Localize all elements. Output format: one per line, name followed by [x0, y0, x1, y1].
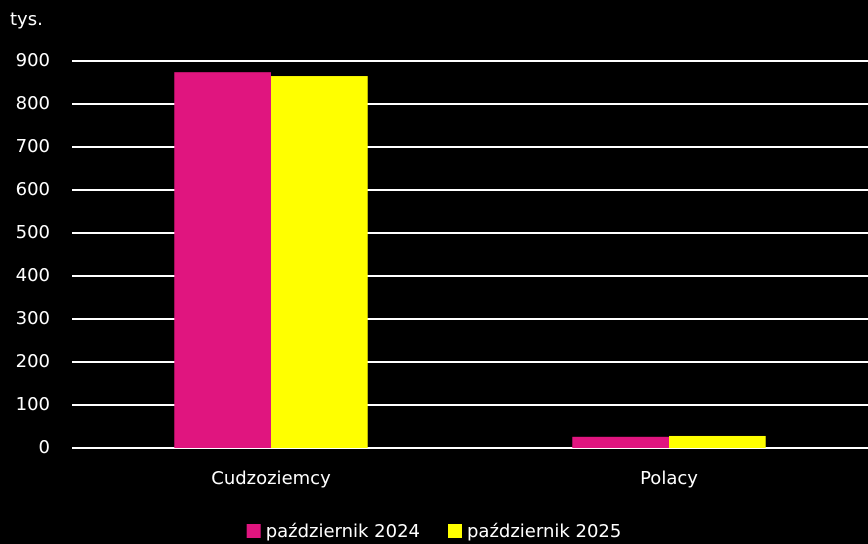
y-tick-label: 100 [16, 394, 50, 415]
bar [174, 72, 271, 449]
y-tick-label: 0 [39, 437, 50, 458]
x-tick-label: Cudzoziemcy [211, 468, 331, 489]
bar [572, 436, 669, 448]
y-tick-label: 400 [16, 265, 50, 286]
y-axis-label: tys. [10, 9, 43, 30]
legend-item: październik 2025 [448, 521, 621, 542]
legend-item: październik 2024 [246, 521, 420, 542]
y-tick-label: 600 [16, 179, 50, 200]
legend-swatch [246, 524, 261, 538]
y-tick-label: 300 [16, 308, 50, 329]
bar [669, 435, 766, 448]
bar [271, 76, 368, 449]
y-tick-label: 800 [16, 93, 50, 114]
y-tick-label: 200 [16, 351, 50, 372]
legend-label: październik 2024 [266, 521, 420, 542]
y-tick-label: 900 [16, 50, 50, 71]
legend-label: październik 2025 [467, 521, 621, 542]
x-tick-label: Polacy [640, 468, 698, 489]
y-tick-label: 700 [16, 136, 50, 157]
y-tick-label: 500 [16, 222, 50, 243]
legend-swatch [448, 524, 462, 538]
